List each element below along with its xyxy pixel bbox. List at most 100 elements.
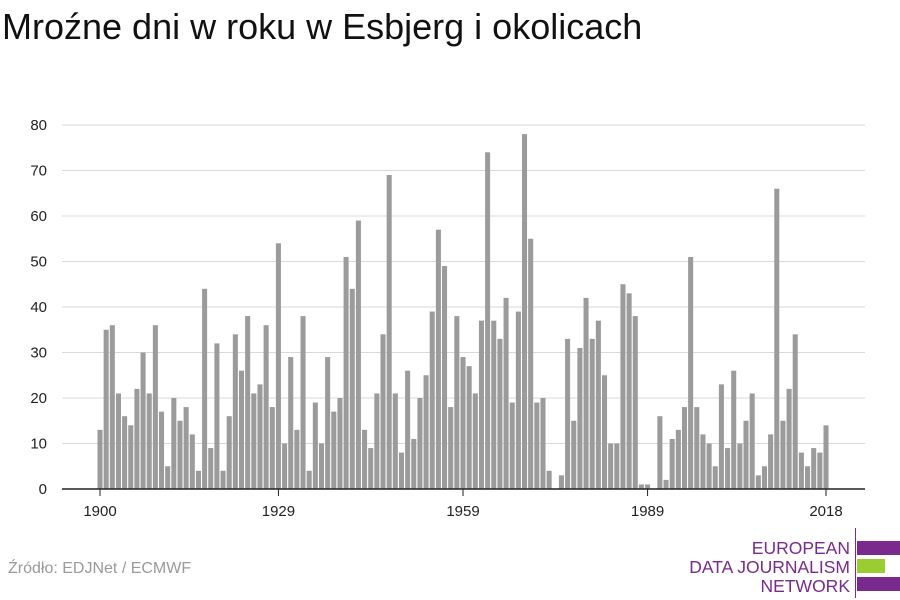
bar-1908 — [146, 393, 152, 489]
bar-1969 — [522, 134, 528, 489]
y-tick-label: 40 — [30, 299, 47, 316]
bar-chart: 0 10 20 30 40 50 60 70 80 1900 1929 1959 1989 2018 — [30, 117, 865, 520]
bar-1915 — [189, 434, 195, 489]
bar-1919 — [214, 343, 220, 489]
bar-1964 — [491, 320, 497, 489]
bar-1991 — [657, 416, 663, 489]
bar-2001 — [718, 384, 724, 489]
logo-bar-top — [857, 541, 900, 555]
bar-1932 — [294, 429, 300, 489]
bar-1950 — [405, 370, 411, 489]
x-tick-label: 1959 — [446, 503, 479, 520]
bar-1937 — [325, 357, 331, 489]
bar-1902 — [109, 325, 115, 489]
bar-1972 — [540, 398, 546, 489]
bar-2016 — [811, 448, 817, 489]
bar-1965 — [497, 338, 503, 489]
bar-1980 — [589, 338, 595, 489]
bar-1934 — [306, 470, 312, 489]
bar-2002 — [725, 448, 731, 489]
bar-2015 — [805, 466, 811, 489]
bar-2007 — [755, 475, 761, 489]
bar-1926 — [257, 384, 263, 489]
bar-1918 — [208, 448, 214, 489]
bar-1967 — [509, 402, 515, 489]
bar-1907 — [140, 352, 146, 489]
bar-1989 — [645, 484, 651, 489]
bar-1994 — [675, 429, 681, 489]
bar-1943 — [362, 429, 368, 489]
bar-1973 — [546, 470, 552, 489]
bar-1940 — [343, 256, 349, 489]
bar-1942 — [355, 220, 361, 490]
bar-2010 — [774, 188, 780, 489]
y-tick-label: 50 — [30, 254, 47, 271]
bar-1992 — [663, 479, 669, 489]
bar-1930 — [282, 443, 288, 489]
edjnet-logo[interactable]: EUROPEAN DATA JOURNALISM NETWORK — [689, 528, 900, 600]
bar-1977 — [571, 420, 577, 489]
logo-bar-bottom — [857, 577, 900, 591]
bar-1968 — [515, 311, 521, 489]
bar-1961 — [472, 393, 478, 489]
bar-1936 — [318, 443, 325, 489]
bar-2014 — [798, 452, 804, 489]
bar-1985 — [620, 284, 626, 489]
bar-1993 — [669, 438, 675, 489]
bar-1960 — [466, 366, 472, 489]
source-note: Źródło: EDJNet / ECMWF — [8, 560, 192, 577]
bar-1917 — [202, 288, 208, 489]
bar-2018 — [823, 425, 829, 489]
bar-1957 — [448, 407, 454, 489]
bar-1951 — [411, 438, 417, 489]
bar-1922 — [232, 334, 238, 489]
bar-1903 — [115, 393, 121, 489]
bar-1900 — [97, 429, 103, 489]
bar-1939 — [337, 398, 343, 489]
bar-2004 — [737, 443, 743, 489]
y-tick-label: 0 — [39, 481, 47, 498]
bar-1981 — [595, 320, 601, 489]
bar-1911 — [165, 466, 171, 489]
bar-2006 — [749, 393, 755, 489]
bar-1901 — [103, 329, 109, 489]
bar-1986 — [626, 293, 632, 489]
bar-2003 — [731, 370, 737, 489]
bar-1923 — [238, 370, 245, 489]
bar-1916 — [195, 470, 201, 489]
axes: 0 10 20 30 40 50 60 70 80 1900 1929 1959 1989 2018 — [30, 117, 865, 520]
logo-text-data-journalism: DATA JOURNALISM — [689, 557, 850, 577]
bar-1955 — [435, 229, 441, 489]
bar-1924 — [245, 316, 251, 489]
y-tick-label: 80 — [30, 117, 47, 134]
bar-1933 — [300, 316, 306, 489]
bar-1987 — [632, 316, 638, 489]
logo-divider — [855, 528, 856, 598]
bar-1912 — [171, 398, 177, 489]
bar-1947 — [386, 175, 392, 490]
x-tick-label: 1929 — [262, 503, 295, 520]
bars — [97, 134, 829, 490]
bar-1962 — [478, 320, 484, 489]
x-tick-label: 1900 — [83, 503, 116, 520]
bar-1954 — [429, 311, 435, 489]
bar-1945 — [374, 393, 380, 489]
bar-1978 — [577, 347, 583, 489]
bar-1983 — [608, 443, 614, 489]
bar-1921 — [226, 416, 232, 489]
bar-1956 — [442, 266, 448, 489]
bar-1971 — [534, 402, 540, 489]
bar-1941 — [349, 288, 355, 489]
bar-1938 — [331, 411, 337, 489]
bar-1984 — [614, 443, 620, 489]
bar-1931 — [288, 357, 294, 489]
bar-1982 — [601, 375, 608, 489]
bar-1976 — [565, 338, 571, 489]
bar-1996 — [688, 256, 694, 489]
bar-1946 — [380, 334, 386, 489]
bar-1997 — [694, 407, 700, 489]
x-tick-label: 2018 — [809, 503, 842, 520]
bar-1959 — [460, 357, 466, 489]
y-tick-label: 20 — [30, 390, 47, 407]
bar-1970 — [528, 238, 534, 489]
